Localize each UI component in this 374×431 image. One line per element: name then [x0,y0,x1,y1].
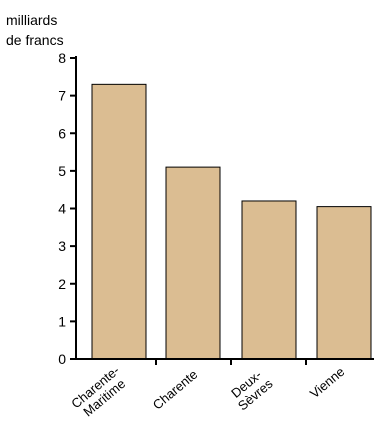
x-category-label: Deux-Sèvres [226,365,276,414]
bars [91,83,372,360]
y-tick-label: 1 [58,313,66,329]
y-unit-label-line: milliards [6,12,57,28]
axes [75,56,374,365]
y-tick-label: 7 [58,88,66,104]
y-unit-label: milliards de francs [6,12,64,48]
x-category-label-line: Charente [150,367,201,413]
y-unit-label-line: de francs [6,32,64,48]
bar [91,83,147,360]
bar [165,166,221,360]
axis-lines [75,56,374,360]
y-tick-label: 2 [58,276,66,292]
y-tick-label: 6 [58,125,66,141]
bar [241,200,297,360]
x-category-label-line: Vienne [307,364,347,401]
y-tick-label: 3 [58,238,66,254]
y-tick-label: 4 [58,201,66,217]
x-category-label: Vienne [307,364,347,401]
x-category-label: Charente [150,367,201,413]
y-tick-label: 5 [58,163,66,179]
y-tick-label: 8 [58,50,66,66]
y-tick-label: 0 [58,351,66,367]
bar [316,206,372,360]
x-category-label: Charente-Maritime [68,363,131,422]
y-axis-ticks: 0 1 2 3 4 5 6 7 8 [58,50,76,367]
x-axis-labels: Charente-Maritime Charente Deux-Sèvres Vien… [68,363,347,422]
